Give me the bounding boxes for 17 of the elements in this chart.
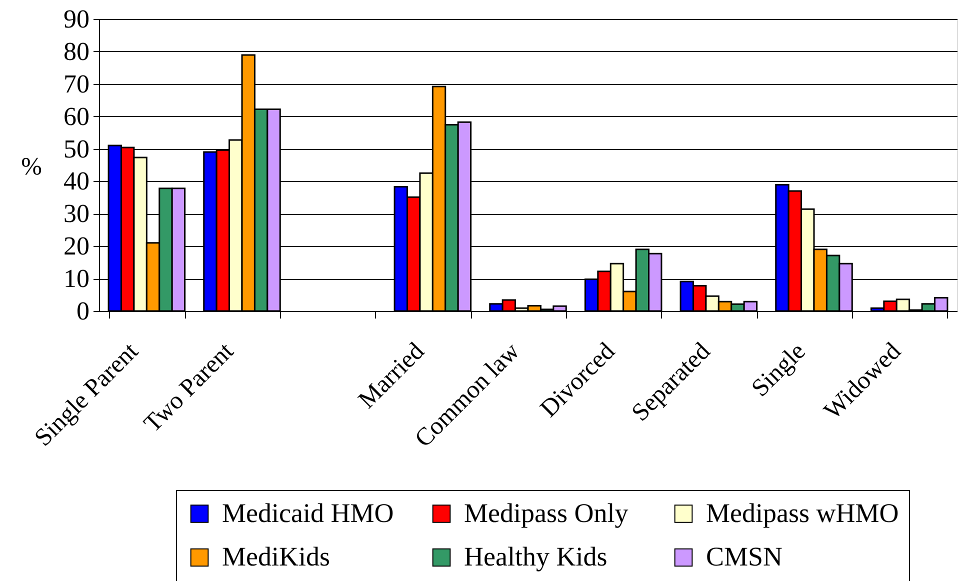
legend-label: Medicaid HMO — [222, 498, 394, 528]
legend-label: MediKids — [222, 542, 330, 572]
y-tick-label: 40 — [64, 166, 90, 196]
y-tick-label: 30 — [64, 199, 90, 228]
y-axis-title: % — [21, 154, 42, 180]
y-tick-label: 50 — [64, 134, 90, 164]
legend-label: Medipass wHMO — [706, 498, 899, 528]
y-tick-label: 90 — [64, 4, 90, 34]
legend-label: Healthy Kids — [464, 542, 608, 572]
y-tick-label: 20 — [64, 232, 90, 261]
y-tick-label: 80 — [64, 36, 90, 66]
y-tick-label: 70 — [64, 69, 90, 98]
y-tick-label: 0 — [76, 296, 90, 326]
y-tick-label: 60 — [64, 102, 90, 131]
legend-label: CMSN — [706, 542, 783, 572]
y-tick-label: 10 — [64, 264, 90, 294]
legend-label: Medipass Only — [464, 498, 629, 528]
